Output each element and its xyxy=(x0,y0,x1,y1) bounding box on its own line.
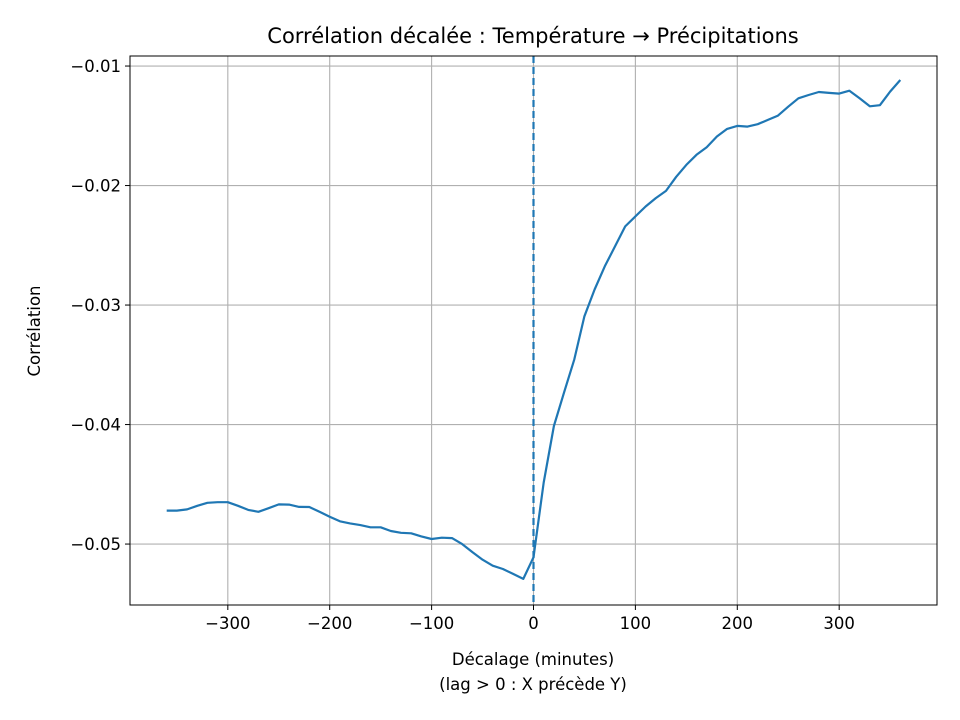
grid xyxy=(130,56,937,605)
x-tick-label: −100 xyxy=(409,614,454,633)
chart-title: Corrélation décalée : Température → Préc… xyxy=(267,24,798,48)
x-axis-ticks: −300 −200 −100 0 100 200 300 xyxy=(205,605,855,633)
x-tick-label: 0 xyxy=(528,614,539,633)
y-tick-label: −0.02 xyxy=(70,177,121,196)
y-tick-label: −0.04 xyxy=(70,416,121,435)
y-tick-label: −0.03 xyxy=(70,296,121,315)
x-tick-label: −300 xyxy=(205,614,250,633)
y-axis-label: Corrélation xyxy=(25,286,44,377)
y-axis-ticks: −0.01 −0.02 −0.03 −0.04 −0.05 xyxy=(70,57,130,554)
x-tick-label: 300 xyxy=(823,614,855,633)
x-axis-label: Décalage (minutes) xyxy=(452,650,614,669)
x-tick-label: 100 xyxy=(620,614,652,633)
x-tick-label: −200 xyxy=(307,614,352,633)
y-tick-label: −0.01 xyxy=(70,57,121,76)
y-tick-label: −0.05 xyxy=(70,535,121,554)
x-axis-label-note: (lag > 0 : X précède Y) xyxy=(439,675,627,694)
plot-frame xyxy=(129,55,938,606)
correlation-series-line xyxy=(166,79,902,580)
x-tick-label: 200 xyxy=(722,614,754,633)
